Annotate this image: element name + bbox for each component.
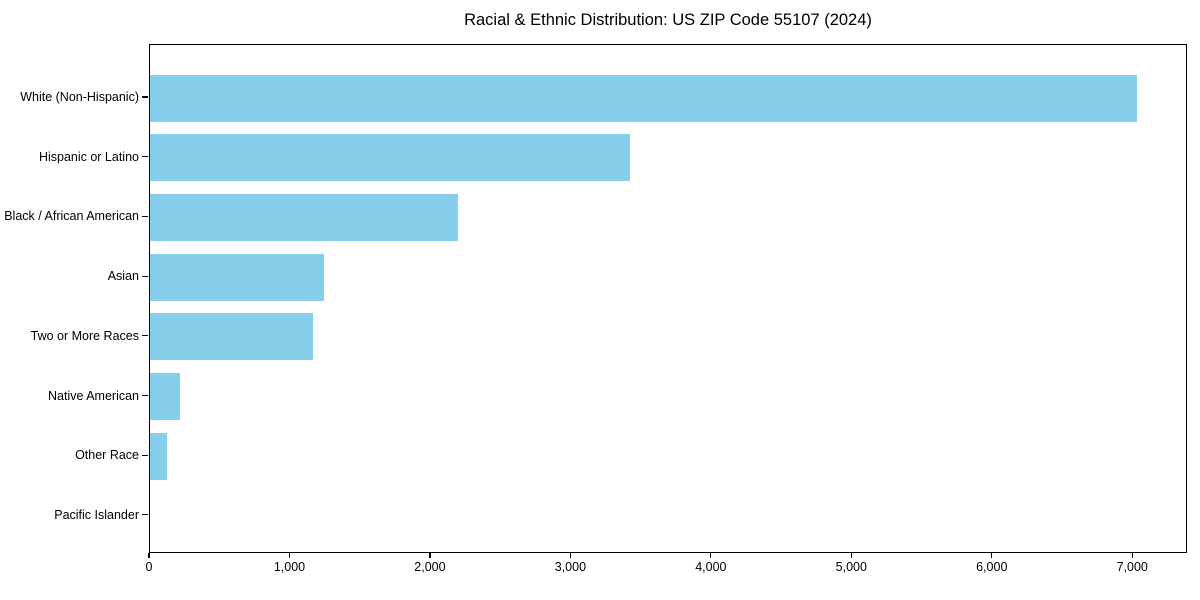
bar-hispanic-or-latino bbox=[150, 134, 631, 182]
y-tick-mark bbox=[142, 335, 148, 337]
y-tick-mark bbox=[142, 394, 148, 397]
y-tick-label: Black / African American bbox=[4, 209, 139, 224]
y-tick-label: Asian bbox=[107, 269, 139, 284]
y-tick-mark bbox=[142, 514, 148, 516]
x-tick-label: 5,000 bbox=[835, 560, 867, 574]
y-tick-label: Other Race bbox=[75, 448, 139, 463]
x-tick-mark bbox=[850, 553, 852, 558]
plot-area bbox=[149, 44, 1187, 553]
y-tick-mark bbox=[142, 275, 148, 277]
x-tick-label: 6,000 bbox=[976, 560, 1008, 574]
bar-other-race bbox=[150, 432, 167, 480]
y-tick-label: White (Non-Hispanic) bbox=[20, 90, 139, 104]
y-tick-label: Hispanic or Latino bbox=[38, 149, 139, 164]
bar-black-african-american bbox=[150, 193, 458, 241]
x-tick-label: 4,000 bbox=[695, 560, 727, 574]
bar-white-non-hispanic bbox=[150, 74, 1138, 122]
x-tick-label: 2,000 bbox=[414, 560, 446, 574]
y-tick-label: Pacific Islander bbox=[54, 507, 139, 522]
bar-two-or-more-races bbox=[150, 313, 313, 361]
x-tick-mark bbox=[429, 553, 431, 558]
x-tick-mark bbox=[288, 553, 291, 558]
x-tick-mark bbox=[569, 553, 571, 558]
x-tick-mark bbox=[1131, 553, 1133, 558]
chart-title: Racial & Ethnic Distribution: US ZIP Cod… bbox=[464, 11, 872, 29]
y-tick-label: Two or More Races bbox=[30, 328, 139, 343]
y-tick-mark bbox=[142, 96, 148, 98]
x-tick-label: 3,000 bbox=[554, 560, 587, 574]
y-tick-label: Native American bbox=[47, 388, 139, 403]
x-tick-label: 7,000 bbox=[1116, 560, 1148, 574]
bar-asian bbox=[150, 253, 325, 301]
x-tick-mark bbox=[148, 553, 150, 558]
y-tick-mark bbox=[142, 215, 148, 217]
y-tick-mark bbox=[142, 454, 148, 456]
x-tick-label: 1,000 bbox=[273, 560, 306, 574]
x-tick-mark bbox=[991, 553, 993, 558]
x-tick-label: 0 bbox=[145, 560, 153, 574]
x-tick-mark bbox=[710, 553, 712, 558]
y-tick-mark bbox=[142, 156, 148, 158]
bar-native-american bbox=[150, 373, 181, 420]
